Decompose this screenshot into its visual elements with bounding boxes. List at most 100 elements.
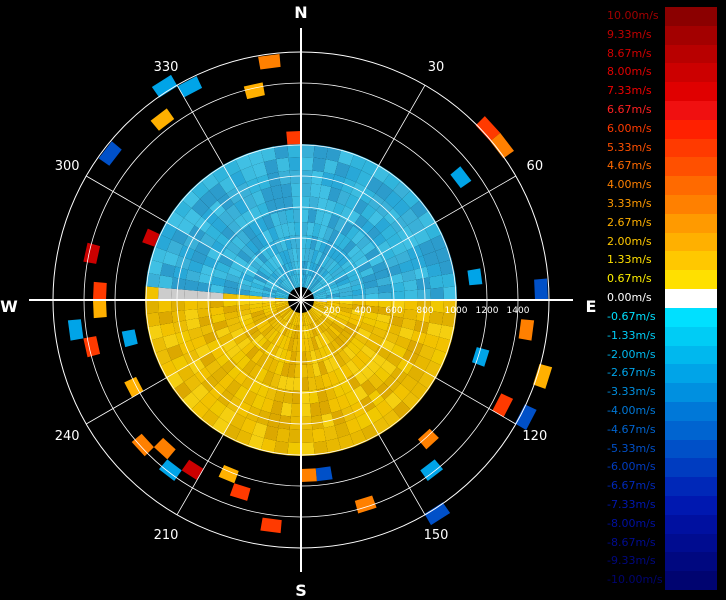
velocity-cell [334, 274, 349, 284]
velocity-cell [325, 438, 342, 454]
velocity-cell [301, 144, 315, 158]
velocity-cell [417, 300, 431, 312]
velocity-cell [242, 193, 258, 210]
velocity-cell [166, 344, 184, 361]
legend-swatch [665, 514, 717, 534]
velocity-cell [183, 235, 200, 251]
velocity-cell [331, 409, 346, 426]
velocity-cell [327, 370, 340, 386]
velocity-cell [312, 304, 326, 311]
velocity-cell [259, 339, 272, 354]
velocity-cell [275, 252, 285, 267]
legend-swatch [665, 82, 717, 102]
legend-label: -6.67m/s [607, 479, 656, 493]
velocity-cell [278, 266, 288, 279]
velocity-cell [215, 326, 231, 339]
velocity-cell [305, 275, 312, 289]
velocity-cell [285, 376, 295, 391]
velocity-cell [255, 270, 270, 281]
azimuth-label: 120 [522, 429, 547, 444]
velocity-cell [211, 313, 226, 324]
velocity-cell [317, 361, 328, 376]
velocity-cell [301, 170, 313, 184]
velocity-cell [239, 272, 254, 283]
velocity-cell [237, 249, 252, 263]
compass-north: N [294, 3, 307, 22]
velocity-cell [242, 321, 256, 333]
velocity-cell [328, 229, 340, 244]
velocity-cell [331, 174, 346, 191]
velocity-cell [67, 319, 84, 341]
velocity-cell [346, 341, 361, 356]
compass-south: S [295, 581, 307, 600]
legend-entry: -2.00m/s [605, 345, 717, 365]
velocity-cell [310, 183, 322, 198]
velocity-cell [269, 373, 281, 388]
velocity-cell [317, 318, 329, 330]
velocity-cell [338, 306, 353, 314]
velocity-cell [416, 277, 431, 290]
velocity-cell [313, 291, 327, 297]
velocity-cell [334, 316, 349, 326]
legend-entry: 0.67m/s [605, 270, 717, 290]
velocity-cell [184, 300, 198, 311]
velocity-cell [365, 286, 379, 295]
velocity-cell [249, 300, 263, 305]
velocity-cell [191, 335, 207, 350]
velocity-cell [286, 310, 295, 323]
legend-swatch [665, 571, 717, 590]
velocity-cell [330, 339, 343, 354]
velocity-cell [172, 266, 188, 280]
velocity-cell [267, 329, 279, 343]
velocity-cell [210, 292, 224, 300]
velocity-cell [418, 210, 437, 229]
velocity-cell [375, 399, 393, 418]
velocity-cell [400, 374, 419, 392]
velocity-cell [271, 272, 283, 284]
cardinal-axes [29, 28, 573, 572]
velocity-cell [270, 184, 283, 200]
velocity-cell [131, 433, 154, 457]
velocity-cell [302, 312, 306, 326]
velocity-cell [310, 308, 321, 319]
velocity-cell [391, 300, 405, 310]
velocity-cell [323, 280, 337, 290]
velocity-cell [218, 332, 234, 346]
velocity-cell [338, 236, 352, 251]
velocity-cell [283, 336, 291, 351]
velocity-cell [323, 425, 339, 441]
velocity-cell [301, 390, 311, 404]
velocity-cell [350, 182, 366, 199]
legend-entry: -0.67m/s [605, 307, 717, 327]
velocity-cell [315, 319, 327, 332]
velocity-cell [301, 364, 308, 378]
velocity-cell [279, 335, 288, 349]
velocity-cell [309, 263, 318, 277]
velocity-cell [514, 404, 537, 430]
velocity-cell [302, 274, 306, 288]
velocity-cell [252, 422, 268, 439]
velocity-cell [423, 251, 440, 267]
velocity-cell [371, 261, 387, 274]
velocity-cell [326, 304, 340, 311]
velocity-cell [378, 292, 392, 300]
velocity-cell [243, 82, 265, 100]
velocity-cell [343, 262, 358, 274]
velocity-cell [225, 379, 242, 396]
velocity-cell [323, 310, 337, 320]
velocity-cell [165, 371, 184, 390]
velocity-cell [336, 190, 351, 206]
velocity-cell [313, 440, 329, 456]
velocity-cell [303, 312, 308, 326]
velocity-cell [231, 350, 246, 365]
velocity-cell [339, 300, 353, 305]
legend-swatch [665, 25, 717, 45]
legend-swatch [665, 101, 717, 120]
velocity-cell [345, 165, 362, 183]
range-tick-label: 1200 [476, 306, 499, 316]
velocity-cell [280, 183, 292, 198]
velocity-cell [318, 347, 329, 362]
velocity-cell [344, 390, 360, 407]
range-tick-labels: 200 400 600 800 1000 1200 1400 [323, 306, 529, 316]
velocity-cell [307, 209, 317, 224]
